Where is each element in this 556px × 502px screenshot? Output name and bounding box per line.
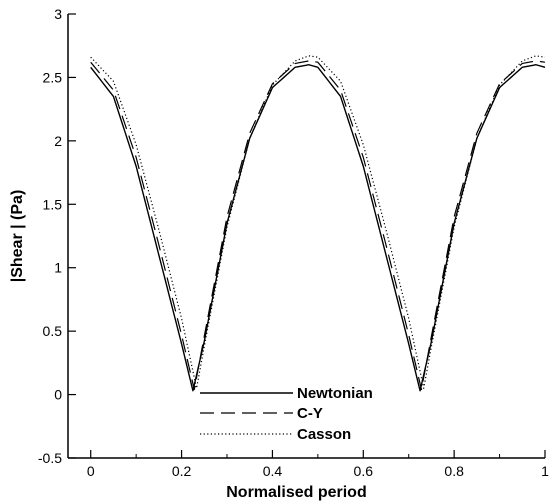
x-tick-label: 0.8 xyxy=(444,463,464,479)
legend-label: Casson xyxy=(297,426,351,443)
x-axis-title: Normalised period xyxy=(226,484,366,501)
series-line-newtonian xyxy=(90,64,546,392)
y-tick-label: 1.5 xyxy=(43,196,63,212)
legend: Newtonian C-Y Casson xyxy=(200,385,373,443)
x-tick-label: 1 xyxy=(541,463,549,479)
series-line-casson xyxy=(90,55,546,389)
x-tick-label: 0 xyxy=(87,463,95,479)
y-axis-ticks: -0.5 0 0.5 1 1.5 2 2.5 3 xyxy=(38,6,76,466)
y-tick-label: 0 xyxy=(54,387,62,403)
legend-label: C-Y xyxy=(297,405,323,422)
y-tick-label: 0.5 xyxy=(43,323,63,339)
series-layer xyxy=(90,55,546,392)
series-line-c-y xyxy=(90,60,546,391)
x-tick-label: 0.6 xyxy=(354,463,374,479)
y-tick-label: 2 xyxy=(54,133,62,149)
x-tick-label: 0.4 xyxy=(263,463,283,479)
x-axis-ticks: 0 0.2 0.4 0.6 0.8 1 xyxy=(87,450,549,479)
x-tick-label: 0.2 xyxy=(172,463,192,479)
y-tick-label: 2.5 xyxy=(43,69,63,85)
y-tick-label: 1 xyxy=(54,260,62,276)
y-tick-label: 3 xyxy=(54,6,62,22)
y-tick-label: -0.5 xyxy=(38,450,62,466)
y-axis-title: |Shear | (Pa) xyxy=(9,190,26,283)
plot-area xyxy=(67,14,545,459)
legend-label: Newtonian xyxy=(297,385,373,402)
